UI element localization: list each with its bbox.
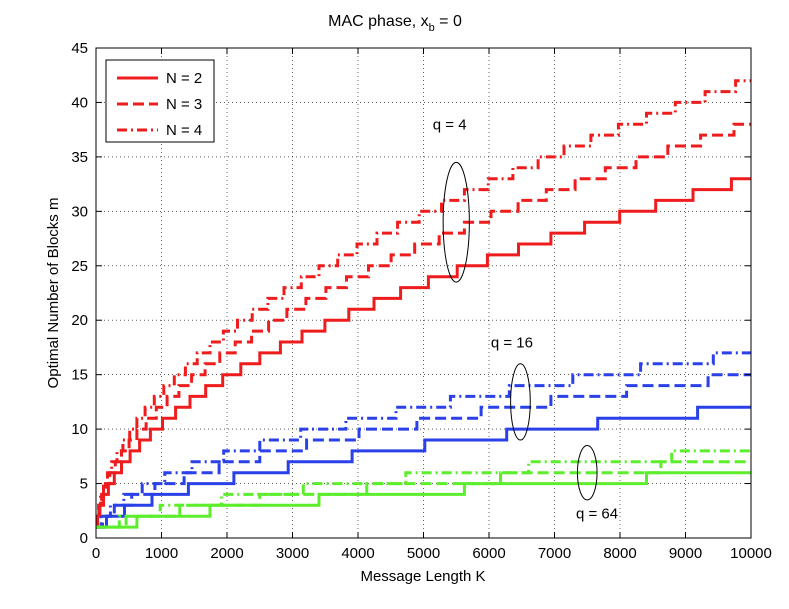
legend: N = 2 N = 3 N = 4 [105, 59, 215, 143]
y-tick-label: 20 [71, 312, 88, 329]
y-tick-label: 5 [80, 476, 88, 493]
legend-box [105, 59, 215, 143]
x-tick-label: 1000 [145, 545, 178, 562]
y-tick-label: 15 [71, 367, 88, 384]
x-tick-label: 7000 [538, 545, 571, 562]
legend-label-n4: N = 4 [166, 122, 202, 139]
y-tick-label: 40 [71, 94, 88, 111]
x-tick-label: 3000 [276, 545, 309, 562]
x-tick-label: 4000 [341, 545, 374, 562]
series-q4-n4 [95, 79, 751, 529]
annotations: q = 4 q = 16 q = 64 [433, 117, 618, 523]
x-tick-label: 9000 [669, 545, 702, 562]
y-axis-label: Optimal Number of Blocks m [45, 198, 62, 389]
annotation-ellipse [510, 363, 531, 441]
chart-title: MAC phase, xb = 0 [328, 13, 462, 34]
y-tick-label: 45 [71, 40, 88, 57]
y-tick-label: 30 [71, 203, 88, 220]
series-q16-n3 [96, 373, 751, 529]
series-q64-n2 [96, 471, 751, 529]
x-tick-label: 8000 [603, 545, 636, 562]
series-group [95, 79, 751, 529]
legend-label-n2: N = 2 [166, 70, 202, 87]
series-q64-n4 [96, 449, 751, 529]
annotation-label: q = 16 [491, 334, 533, 351]
annotation-ellipse [576, 444, 598, 501]
x-tick-label: 6000 [472, 545, 505, 562]
series-q4-n2 [96, 177, 751, 529]
x-tick-label: 10000 [730, 545, 772, 562]
y-tick-label: 10 [71, 421, 88, 438]
series-q16-n4 [96, 351, 751, 529]
y-tick-label: 0 [80, 530, 88, 547]
y-tick-label: 35 [71, 149, 88, 166]
x-tick-label: 5000 [407, 545, 440, 562]
annotation-ellipse [442, 161, 470, 283]
x-tick-label: 0 [92, 545, 100, 562]
x-axis-label: Message Length K [360, 568, 485, 585]
annotation-label: q = 64 [576, 505, 618, 522]
ticks: 0 1000 2000 3000 4000 5000 6000 7000 8000 9000 100… [71, 40, 772, 562]
legend-label-n3: N = 3 [166, 96, 202, 113]
x-tick-label: 2000 [210, 545, 243, 562]
annotation-label: q = 4 [433, 117, 467, 134]
grid [96, 48, 751, 538]
series-q16-n2 [96, 405, 751, 529]
y-tick-label: 25 [71, 258, 88, 275]
